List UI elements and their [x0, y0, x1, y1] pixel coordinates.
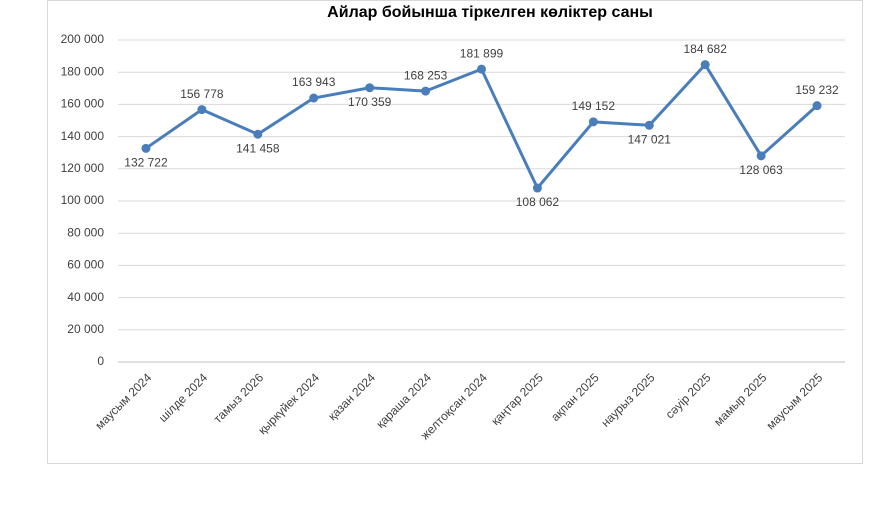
data-label: 147 021: [628, 132, 672, 146]
y-tick-label: 40 000: [67, 290, 104, 304]
data-label: 168 253: [404, 68, 448, 82]
y-tick-label: 120 000: [61, 161, 105, 175]
data-label: 128 063: [739, 163, 783, 177]
point: [644, 120, 654, 130]
point: [365, 83, 375, 93]
data-label: 108 062: [516, 195, 560, 209]
data-label: 170 359: [348, 95, 392, 109]
data-label: 141 458: [236, 141, 280, 155]
data-label: 184 682: [683, 42, 727, 56]
y-tick-label: 80 000: [67, 225, 104, 239]
point: [477, 64, 486, 74]
point: [532, 183, 542, 193]
chart-title: Айлар бойынша тіркелген көліктер саны: [327, 4, 653, 21]
point: [700, 60, 710, 70]
y-tick-label: 20 000: [67, 322, 104, 336]
y-tick-label: 140 000: [61, 129, 105, 143]
point: [421, 86, 431, 96]
point: [812, 101, 822, 111]
point: [756, 151, 766, 161]
y-tick-label: 0: [97, 354, 104, 368]
y-tick-label: 200 000: [61, 32, 105, 46]
chart-border: [47, 0, 863, 464]
data-label: 163 943: [292, 75, 336, 89]
point: [309, 93, 319, 103]
y-tick-label: 100 000: [61, 193, 105, 207]
point: [253, 129, 263, 139]
data-label: 156 778: [180, 87, 224, 101]
point: [197, 105, 207, 115]
data-label: 159 232: [795, 83, 839, 97]
y-tick-label: 180 000: [61, 64, 105, 78]
y-tick-label: 60 000: [67, 258, 104, 272]
y-tick-label: 160 000: [61, 97, 105, 111]
data-label: 149 152: [572, 99, 616, 113]
data-label: 181 899: [460, 46, 504, 60]
point: [141, 143, 151, 153]
point: [588, 117, 598, 127]
data-label: 132 722: [124, 155, 168, 169]
